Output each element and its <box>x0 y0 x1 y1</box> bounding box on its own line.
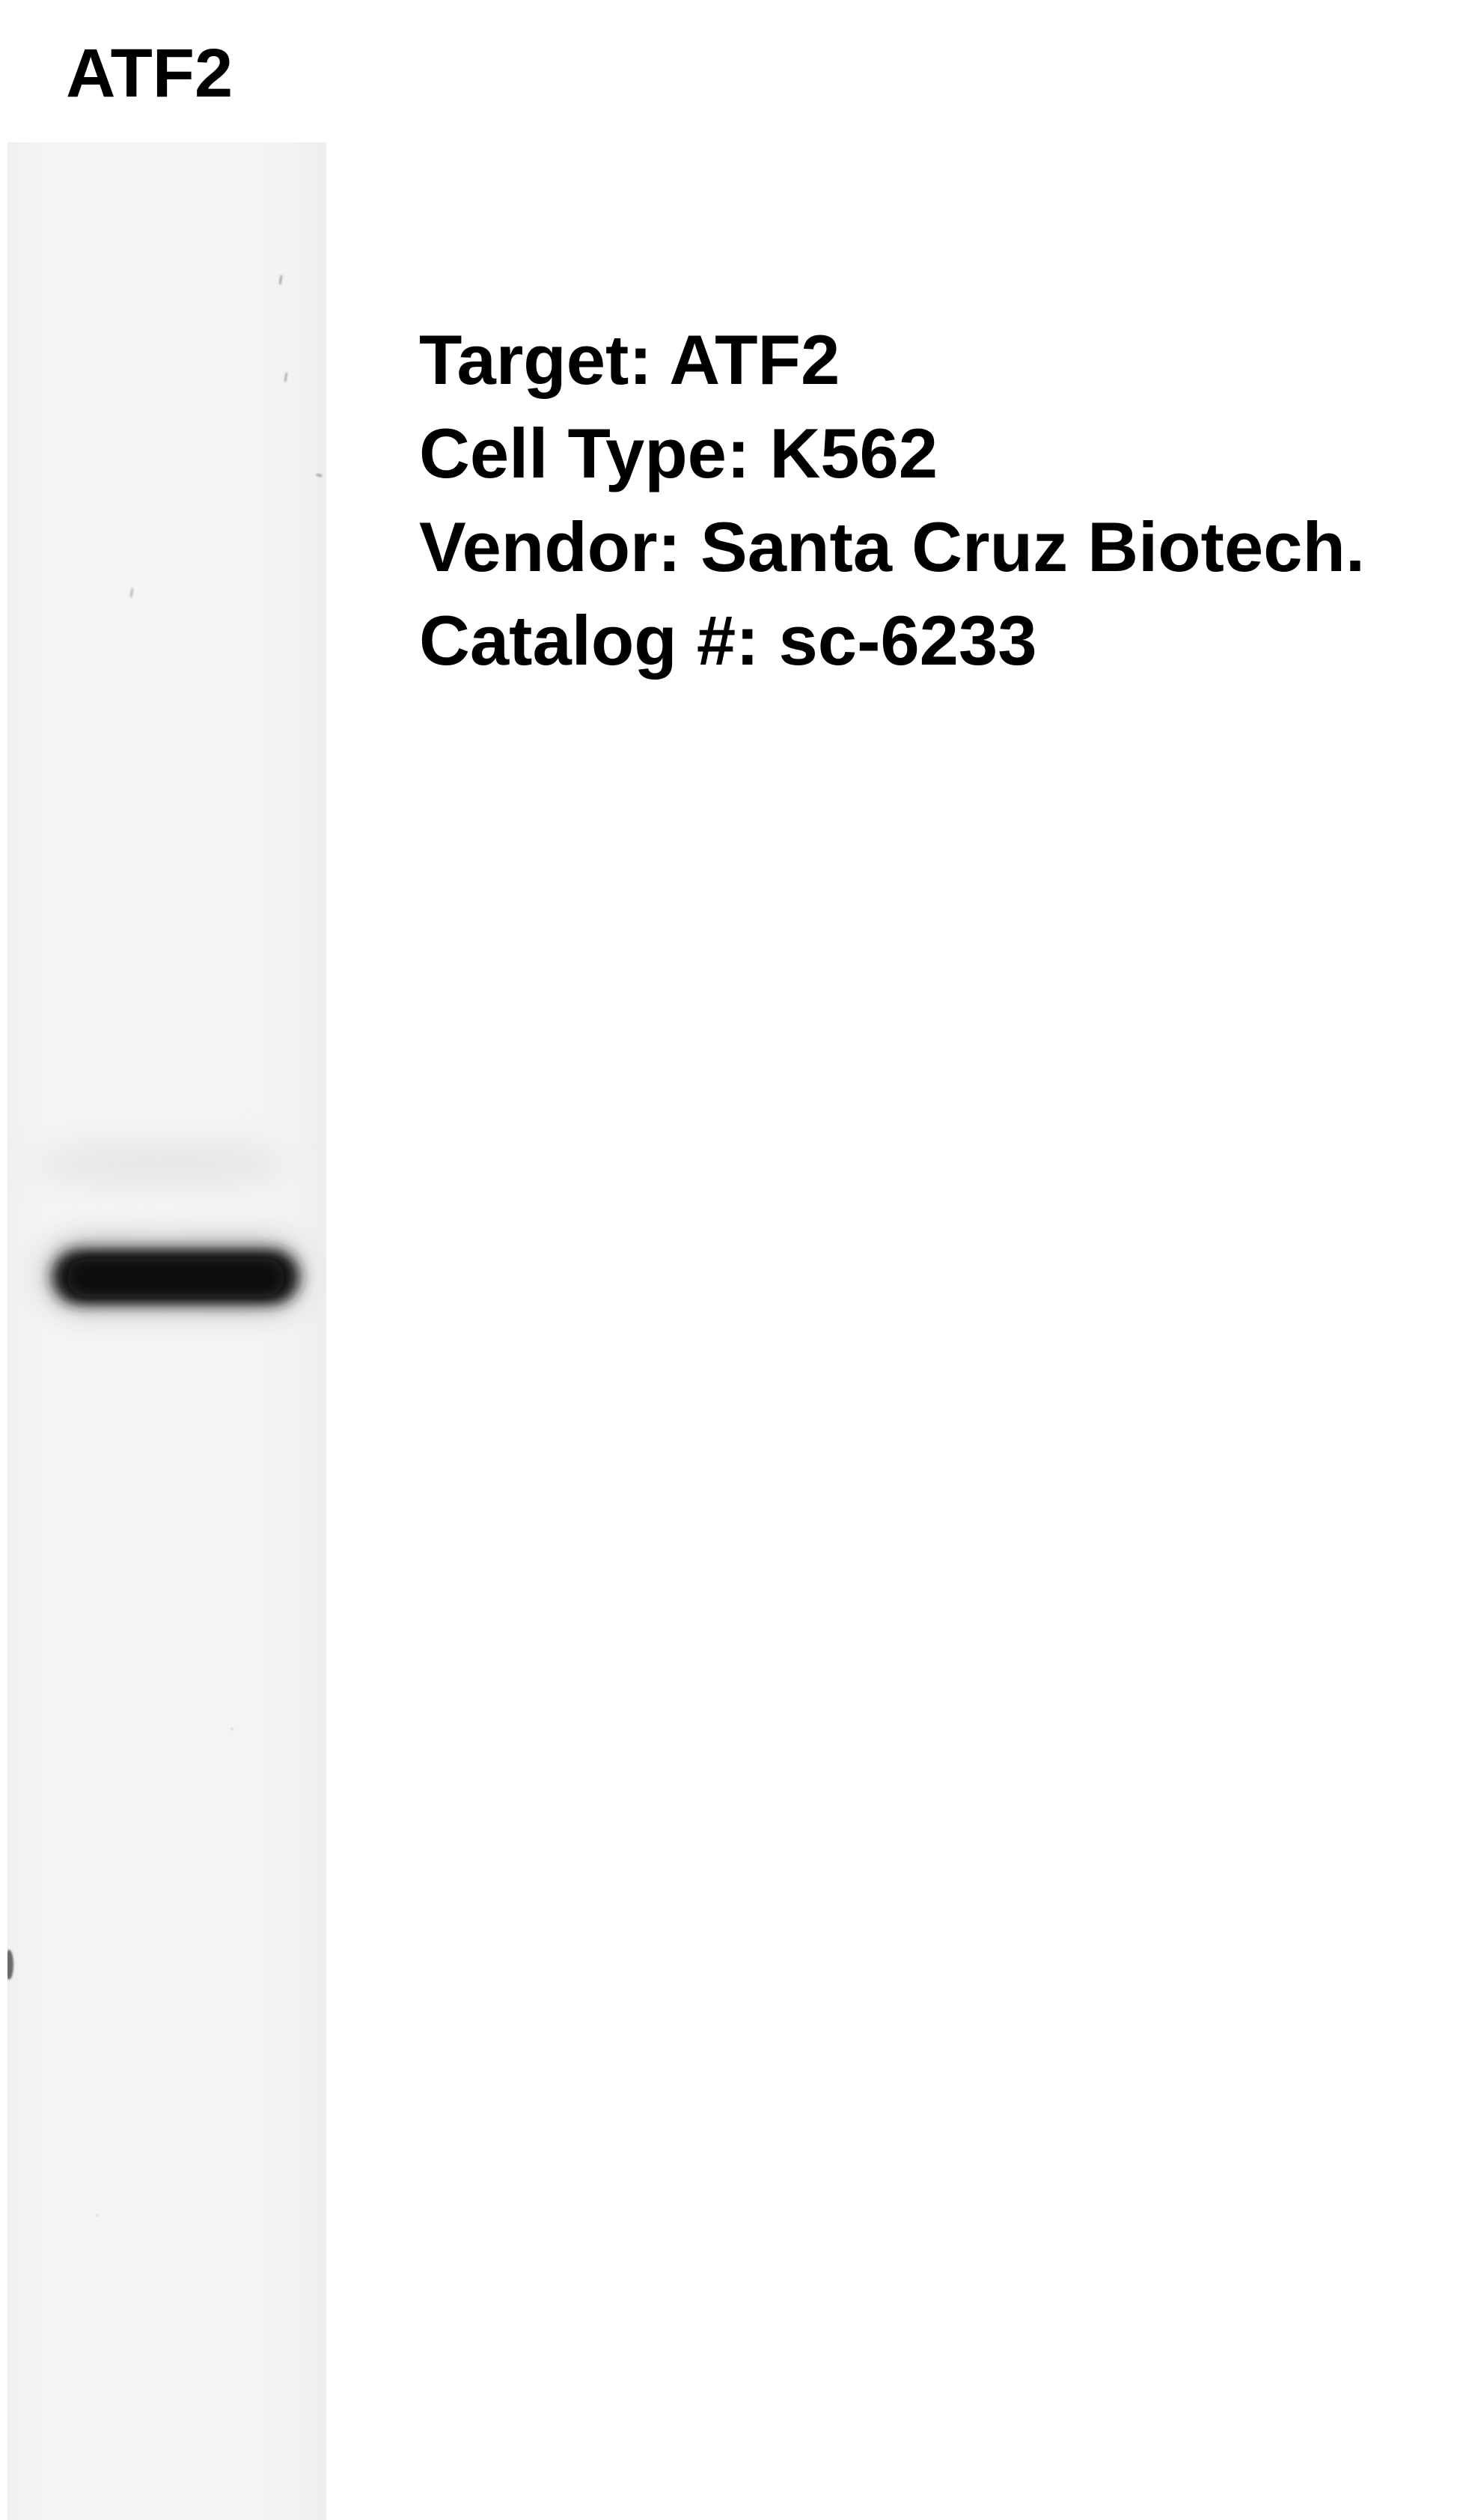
western-blot-lane <box>7 142 326 2520</box>
blot-image <box>7 275 323 2217</box>
lane-label: ATF2 <box>66 35 233 112</box>
vendor-line: Vendor: Santa Cruz Biotech. <box>419 507 1365 586</box>
antibody-info: Target: ATF2 Cell Type: K562 Vendor: San… <box>419 313 1365 687</box>
band-halo <box>34 1143 288 1185</box>
target-line: Target: ATF2 <box>419 320 840 399</box>
protein-band <box>51 1246 299 1305</box>
cell-type-line: Cell Type: K562 <box>419 414 938 492</box>
catalog-line: Catalog #: sc-6233 <box>419 601 1037 680</box>
blot-specks <box>7 275 323 2217</box>
